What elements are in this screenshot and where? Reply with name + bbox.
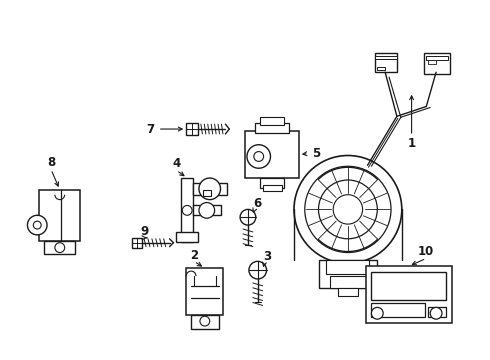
Bar	[326, 260, 369, 274]
Bar	[428, 60, 436, 64]
Bar	[186, 123, 198, 135]
Text: 3: 3	[264, 250, 271, 263]
Bar	[260, 117, 284, 125]
Circle shape	[333, 195, 363, 224]
Text: 9: 9	[140, 225, 148, 238]
Circle shape	[318, 180, 377, 239]
Text: 4: 4	[172, 157, 180, 170]
Bar	[428, 307, 446, 317]
Text: 6: 6	[254, 197, 262, 210]
Bar	[193, 183, 227, 195]
Circle shape	[430, 307, 442, 319]
Bar	[193, 206, 220, 215]
Circle shape	[240, 210, 256, 225]
Bar	[377, 67, 385, 70]
Text: 7: 7	[146, 122, 154, 136]
Bar	[375, 55, 397, 59]
Circle shape	[199, 203, 215, 218]
Circle shape	[200, 316, 210, 326]
Bar	[245, 131, 299, 178]
Bar	[44, 241, 75, 255]
Bar	[132, 238, 142, 248]
Text: 8: 8	[47, 156, 55, 169]
Circle shape	[254, 152, 264, 161]
Bar	[366, 266, 452, 323]
Bar	[330, 276, 366, 288]
Circle shape	[33, 221, 41, 229]
Bar	[260, 178, 284, 188]
Bar	[426, 55, 448, 60]
Circle shape	[305, 166, 391, 252]
Bar	[375, 53, 397, 72]
Circle shape	[247, 145, 270, 168]
Circle shape	[199, 178, 221, 199]
Circle shape	[371, 307, 383, 319]
Bar	[424, 53, 450, 74]
Text: 5: 5	[313, 147, 320, 160]
Bar	[338, 288, 358, 296]
Circle shape	[249, 261, 267, 279]
Bar	[371, 272, 446, 300]
Circle shape	[27, 215, 47, 235]
Circle shape	[182, 206, 192, 215]
Bar	[203, 190, 211, 196]
Bar	[318, 260, 377, 288]
Text: 10: 10	[418, 245, 435, 258]
Bar	[186, 268, 223, 315]
Bar	[176, 232, 198, 242]
Text: 1: 1	[408, 137, 416, 150]
Text: 2: 2	[190, 249, 198, 262]
Bar	[39, 190, 80, 241]
Bar	[191, 315, 219, 329]
Circle shape	[55, 243, 65, 252]
Bar	[371, 303, 425, 317]
Bar	[255, 123, 289, 133]
Bar	[181, 178, 193, 242]
Bar	[263, 185, 282, 191]
Circle shape	[294, 156, 402, 263]
